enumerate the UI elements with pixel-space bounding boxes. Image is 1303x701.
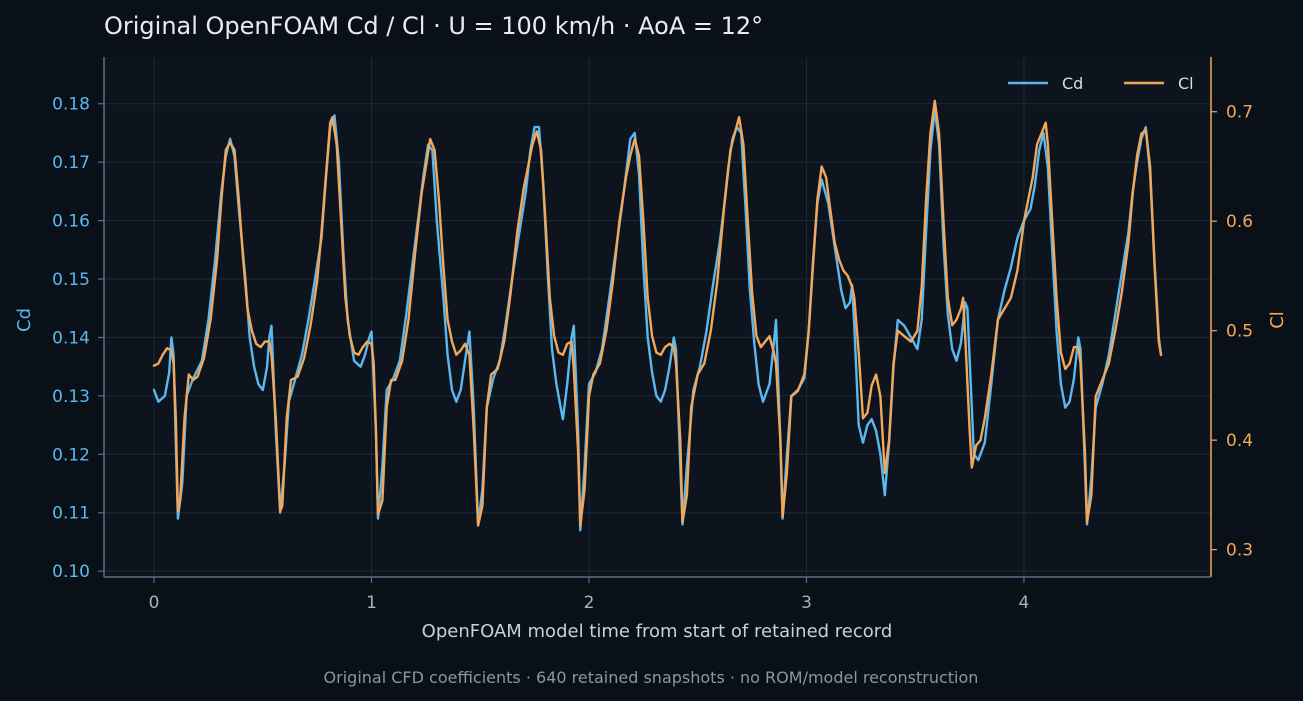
series-layer bbox=[152, 99, 1163, 532]
axes bbox=[103, 57, 1212, 578]
x-tick-label: 3 bbox=[801, 593, 812, 613]
x-tick-label: 4 bbox=[1019, 593, 1030, 613]
x-tick-label: 0 bbox=[149, 593, 160, 613]
y-right-tick-label: 0.5 bbox=[1226, 322, 1253, 342]
grid-lines bbox=[104, 57, 1211, 577]
y-left-tick-label: 0.14 bbox=[52, 328, 90, 348]
y-right-axis-label: Cl bbox=[1267, 311, 1288, 329]
x-tick-label: 2 bbox=[584, 593, 595, 613]
y-right-tick-label: 0.7 bbox=[1226, 103, 1253, 123]
y-left-tick-label: 0.17 bbox=[52, 153, 90, 173]
y-right-tick-label: 0.3 bbox=[1226, 541, 1253, 561]
legend-cl-label: Cl bbox=[1178, 74, 1194, 93]
y-left-tick-label: 0.11 bbox=[52, 504, 90, 524]
legend-cd-label: Cd bbox=[1062, 74, 1083, 93]
y-left-tick-label: 0.18 bbox=[52, 95, 90, 115]
x-axis-label: OpenFOAM model time from start of retain… bbox=[422, 621, 893, 642]
caption: Original CFD coefficients · 640 retained… bbox=[324, 668, 979, 687]
ticks: 0 1 2 3 4 0.10 0.11 0.12 0.13 0.14 0.15 0.16 0.17 0.1… bbox=[52, 95, 1253, 613]
chart-title: Original OpenFOAM Cd / Cl · U = 100 km/h… bbox=[104, 12, 763, 40]
plot-area bbox=[104, 57, 1211, 577]
y-left-tick-label: 0.15 bbox=[52, 270, 90, 290]
x-tick-label: 1 bbox=[366, 593, 377, 613]
y-left-tick-label: 0.13 bbox=[52, 387, 90, 407]
y-left-tick-label: 0.16 bbox=[52, 212, 90, 232]
y-left-axis-label: Cd bbox=[14, 308, 35, 332]
y-left-tick-label: 0.10 bbox=[52, 562, 90, 582]
legend: Cd Cl bbox=[1008, 74, 1194, 93]
y-left-tick-label: 0.12 bbox=[52, 445, 90, 465]
y-right-tick-label: 0.4 bbox=[1226, 431, 1253, 451]
y-right-tick-label: 0.6 bbox=[1226, 212, 1253, 232]
series-line-cl bbox=[152, 99, 1163, 527]
